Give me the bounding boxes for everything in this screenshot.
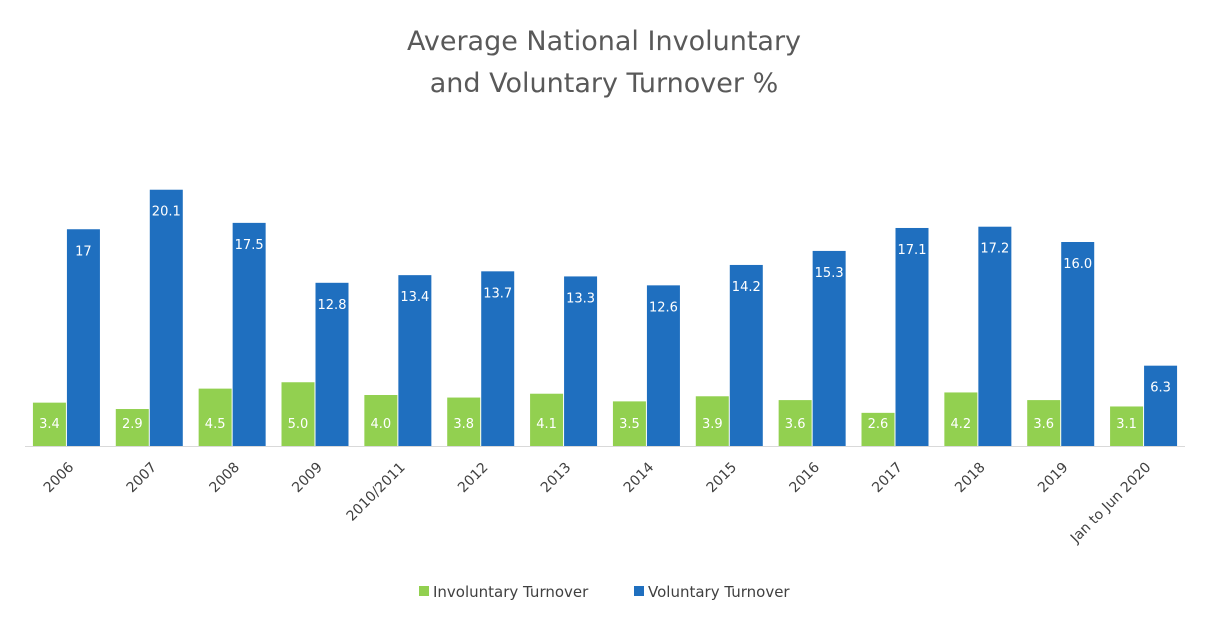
bar-involuntary — [1110, 406, 1144, 446]
data-label-involuntary: 3.6 — [785, 417, 806, 432]
legend: Involuntary Turnover Voluntary Turnover — [419, 583, 790, 601]
data-label-involuntary: 3.9 — [702, 417, 723, 432]
data-label-voluntary: 17.2 — [980, 242, 1009, 257]
data-label-voluntary: 17 — [75, 244, 92, 259]
data-label-voluntary: 20.1 — [152, 205, 181, 220]
bar-involuntary — [612, 401, 646, 446]
bar-involuntary — [861, 412, 895, 446]
bar-voluntary — [646, 285, 680, 446]
x-tick-label: 2016 — [786, 459, 823, 496]
data-label-voluntary: 15.3 — [815, 266, 844, 281]
bar-voluntary — [564, 276, 598, 446]
data-label-involuntary: 5.0 — [288, 417, 309, 432]
bar-involuntary — [364, 395, 398, 446]
chart-title: Average National Involuntary and Volunta… — [407, 26, 801, 99]
bar-involuntary — [32, 402, 66, 446]
data-label-voluntary: 13.4 — [400, 290, 429, 305]
bar-voluntary — [978, 226, 1012, 446]
x-tick-label: 2013 — [538, 460, 575, 497]
bar-involuntary — [944, 392, 978, 446]
bar-involuntary — [447, 397, 481, 446]
data-label-involuntary: 4.5 — [205, 417, 226, 432]
chart-title-line-1: Average National Involuntary — [407, 26, 801, 57]
bar-voluntary — [398, 275, 432, 446]
data-label-involuntary: 4.0 — [371, 417, 392, 432]
legend-swatch — [634, 586, 644, 596]
bar-voluntary — [1144, 365, 1178, 446]
x-tick-label: 2015 — [704, 460, 741, 497]
bars: 3.4 17 2.9 20.1 4.5 17.5 5.0 12.8 4.0 13.4 3.8 13.7… — [32, 189, 1178, 446]
data-label-voluntary: 17.5 — [235, 238, 264, 253]
data-label-voluntary: 16.0 — [1063, 257, 1092, 272]
data-label-involuntary: 4.1 — [536, 417, 557, 432]
x-tick-label: 2009 — [289, 460, 326, 497]
bar-voluntary — [1061, 242, 1095, 446]
legend-label: Voluntary Turnover — [648, 583, 790, 601]
bar-voluntary — [895, 227, 929, 446]
data-label-involuntary: 3.1 — [1116, 417, 1137, 432]
bar-voluntary — [66, 229, 100, 446]
bar-involuntary — [281, 382, 315, 446]
x-tick-label: 2010/2011 — [344, 460, 409, 525]
x-tick-label: 2008 — [206, 460, 243, 497]
x-tick-label: 2012 — [455, 460, 492, 497]
x-tick-label: 2006 — [41, 459, 78, 496]
data-label-involuntary: 3.5 — [619, 417, 640, 432]
x-axis-tick-labels: 2006 2007 2008 2009 2010/2011 2012 2013 2014 201… — [41, 459, 1155, 546]
bar-involuntary — [695, 396, 729, 446]
bar-voluntary — [315, 282, 349, 446]
bar-voluntary — [729, 264, 763, 446]
data-label-voluntary: 13.3 — [566, 291, 595, 306]
bar-voluntary — [232, 222, 266, 446]
x-tick-label: 2017 — [869, 460, 906, 497]
data-label-involuntary: 4.2 — [951, 417, 972, 432]
bar-involuntary — [778, 400, 812, 446]
data-label-voluntary: 17.1 — [898, 243, 927, 258]
bar-voluntary — [149, 189, 183, 446]
data-label-voluntary: 12.8 — [318, 298, 347, 313]
data-label-voluntary: 6.3 — [1150, 381, 1171, 396]
data-label-involuntary: 2.6 — [868, 417, 889, 432]
bar-involuntary — [530, 393, 564, 446]
legend-label: Involuntary Turnover — [433, 583, 589, 601]
bar-voluntary — [812, 250, 846, 446]
x-tick-label: Jan to Jun 2020 — [1067, 460, 1154, 547]
x-tick-label: 2014 — [621, 459, 658, 496]
data-label-involuntary: 3.4 — [39, 417, 60, 432]
x-tick-label: 2019 — [1035, 460, 1072, 497]
data-label-voluntary: 12.6 — [649, 300, 678, 315]
data-label-involuntary: 3.8 — [453, 417, 474, 432]
bar-involuntary — [198, 388, 232, 446]
data-label-voluntary: 14.2 — [732, 280, 761, 295]
chart-title-line-2: and Voluntary Turnover % — [430, 68, 778, 99]
x-tick-label: 2018 — [952, 460, 989, 497]
data-label-involuntary: 3.6 — [1033, 417, 1054, 432]
bar-voluntary — [481, 271, 515, 446]
x-tick-label: 2007 — [124, 460, 161, 497]
legend-swatch — [419, 586, 429, 596]
bar-involuntary — [1027, 400, 1061, 446]
bar-involuntary — [115, 409, 149, 446]
data-label-voluntary: 13.7 — [483, 286, 512, 301]
data-label-involuntary: 2.9 — [122, 417, 143, 432]
